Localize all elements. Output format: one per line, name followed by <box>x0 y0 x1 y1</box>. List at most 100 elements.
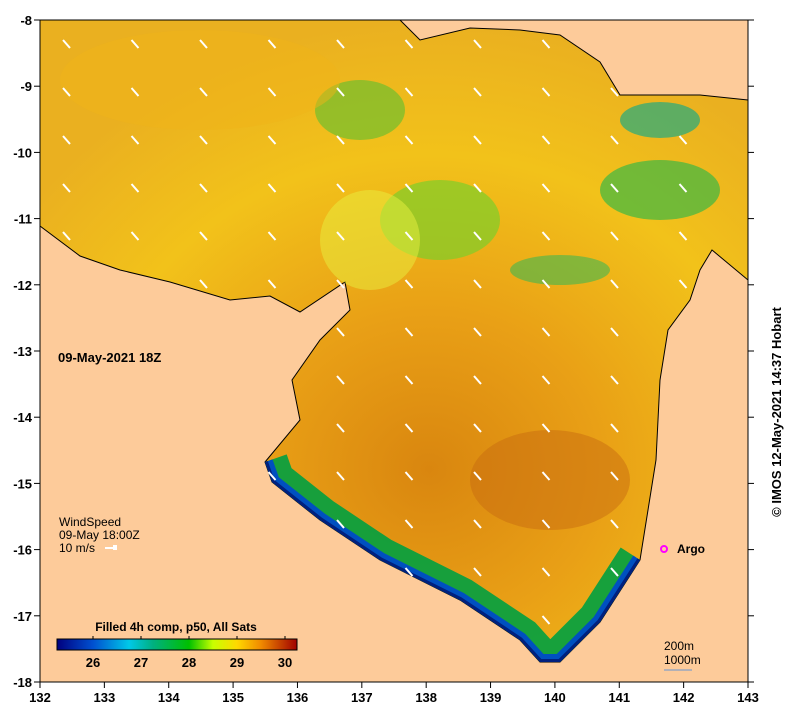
wind-arrow-icon <box>473 471 482 481</box>
date-label: 09-May-2021 18Z <box>58 350 161 365</box>
wind-arrow-icon <box>473 231 482 241</box>
colorbar-tick-label: 30 <box>278 655 292 670</box>
wind-arrow-icon <box>473 375 482 385</box>
wind-arrow-icon <box>336 375 345 385</box>
wind-arrow-icon <box>404 327 414 337</box>
wind-arrow-icon <box>404 471 414 481</box>
wind-arrow-icon <box>199 135 208 145</box>
wind-scale-arrow-icon <box>105 545 117 550</box>
wind-arrows <box>62 39 688 625</box>
x-tick-label: 132 <box>29 690 51 705</box>
wind-arrow-icon <box>473 519 482 529</box>
wind-arrow-icon <box>610 471 619 481</box>
x-tick-label: 134 <box>158 690 180 705</box>
wind-arrow-icon <box>336 471 345 481</box>
y-tick-label: -11 <box>14 212 32 227</box>
credit-label: © IMOS 12-May-2021 14:37 Hobart <box>769 306 784 516</box>
colorbar <box>56 638 298 651</box>
colorbar-title: Filled 4h comp, p50, All Sats <box>95 620 257 634</box>
wind-arrow-icon <box>473 39 482 49</box>
x-tick-label: 133 <box>94 690 116 705</box>
wind-arrow-icon <box>541 183 551 193</box>
wind-arrow-icon <box>62 87 71 97</box>
colorbar-tick-label: 29 <box>230 655 244 670</box>
x-tick-label: 135 <box>222 690 244 705</box>
x-tick-label: 138 <box>415 690 437 705</box>
wind-arrow-icon <box>336 279 345 289</box>
wind-arrow-icon <box>610 279 619 289</box>
wind-arrow-icon <box>130 135 140 145</box>
x-tick-label: 140 <box>544 690 566 705</box>
wind-arrow-icon <box>130 39 140 49</box>
wind-arrow-icon <box>541 567 551 577</box>
y-tick-label: -17 <box>13 609 32 624</box>
wind-arrow-icon <box>678 279 688 289</box>
wind-arrow-icon <box>404 39 414 49</box>
argo-label: Argo <box>677 542 705 556</box>
y-tick-label: -13 <box>13 344 32 359</box>
wind-arrow-icon <box>62 135 71 145</box>
wind-arrow-icon <box>404 279 414 289</box>
wind-arrow-icon <box>610 327 619 337</box>
wind-arrow-icon <box>130 183 140 193</box>
x-tick-label: 136 <box>287 690 309 705</box>
wind-arrow-icon <box>404 87 414 97</box>
wind-arrow-icon <box>610 231 619 241</box>
y-tick-label: -15 <box>13 476 32 491</box>
axes: 132 133 134 135 136 137 138 139 140 141 142 143 -8 -9… <box>13 13 759 705</box>
y-tick-label: -18 <box>13 675 32 690</box>
wind-arrow-icon <box>610 519 619 529</box>
wind-arrow-icon <box>678 135 688 145</box>
wind-scale: 10 m/s <box>59 541 95 555</box>
wind-arrow-icon <box>678 183 688 193</box>
wind-arrow-icon <box>541 135 551 145</box>
wind-arrow-icon <box>62 183 71 193</box>
wind-arrow-icon <box>336 423 345 433</box>
wind-arrow-icon <box>336 183 345 193</box>
wind-arrow-icon <box>267 135 277 145</box>
y-tick-label: -16 <box>13 543 32 558</box>
wind-arrow-icon <box>610 375 619 385</box>
wind-arrow-icon <box>199 87 208 97</box>
wind-arrow-icon <box>473 567 482 577</box>
x-tick-label: 141 <box>608 690 630 705</box>
wind-arrow-icon <box>473 327 482 337</box>
sst-features <box>60 30 720 662</box>
wind-arrow-icon <box>62 231 71 241</box>
wind-arrow-icon <box>267 471 277 481</box>
wind-arrow-icon <box>473 279 482 289</box>
wind-arrow-icon <box>610 135 619 145</box>
wind-arrow-icon <box>62 39 71 49</box>
colorbar-tick-label: 27 <box>134 655 148 670</box>
wind-arrow-icon <box>610 567 619 577</box>
wind-arrow-icon <box>267 231 277 241</box>
wind-arrow-icon <box>404 519 414 529</box>
wind-arrow-icon <box>267 183 277 193</box>
wind-arrow-icon <box>336 39 345 49</box>
x-tick-label: 142 <box>673 690 695 705</box>
wind-arrow-icon <box>473 423 482 433</box>
wind-arrow-icon <box>610 87 619 97</box>
y-tick-label: -12 <box>13 278 32 293</box>
wind-arrow-icon <box>473 135 482 145</box>
y-tick-label: -9 <box>20 79 32 94</box>
wind-arrow-icon <box>267 279 277 289</box>
wind-arrow-icon <box>199 183 208 193</box>
x-tick-label: 139 <box>480 690 502 705</box>
wind-arrow-icon <box>336 231 345 241</box>
x-tick-label: 137 <box>351 690 373 705</box>
wind-arrow-icon <box>336 87 345 97</box>
wind-arrow-icon <box>541 231 551 241</box>
wind-arrow-icon <box>404 183 414 193</box>
argo-float-icon <box>660 545 668 553</box>
wind-arrow-icon <box>541 87 551 97</box>
y-tick-label: -10 <box>13 145 32 160</box>
depth-label-1000: 1000m <box>664 653 701 667</box>
wind-arrow-icon <box>541 519 551 529</box>
wind-arrow-icon <box>404 231 414 241</box>
wind-arrow-icon <box>678 231 688 241</box>
wind-arrow-icon <box>541 615 551 625</box>
wind-arrow-icon <box>404 423 414 433</box>
